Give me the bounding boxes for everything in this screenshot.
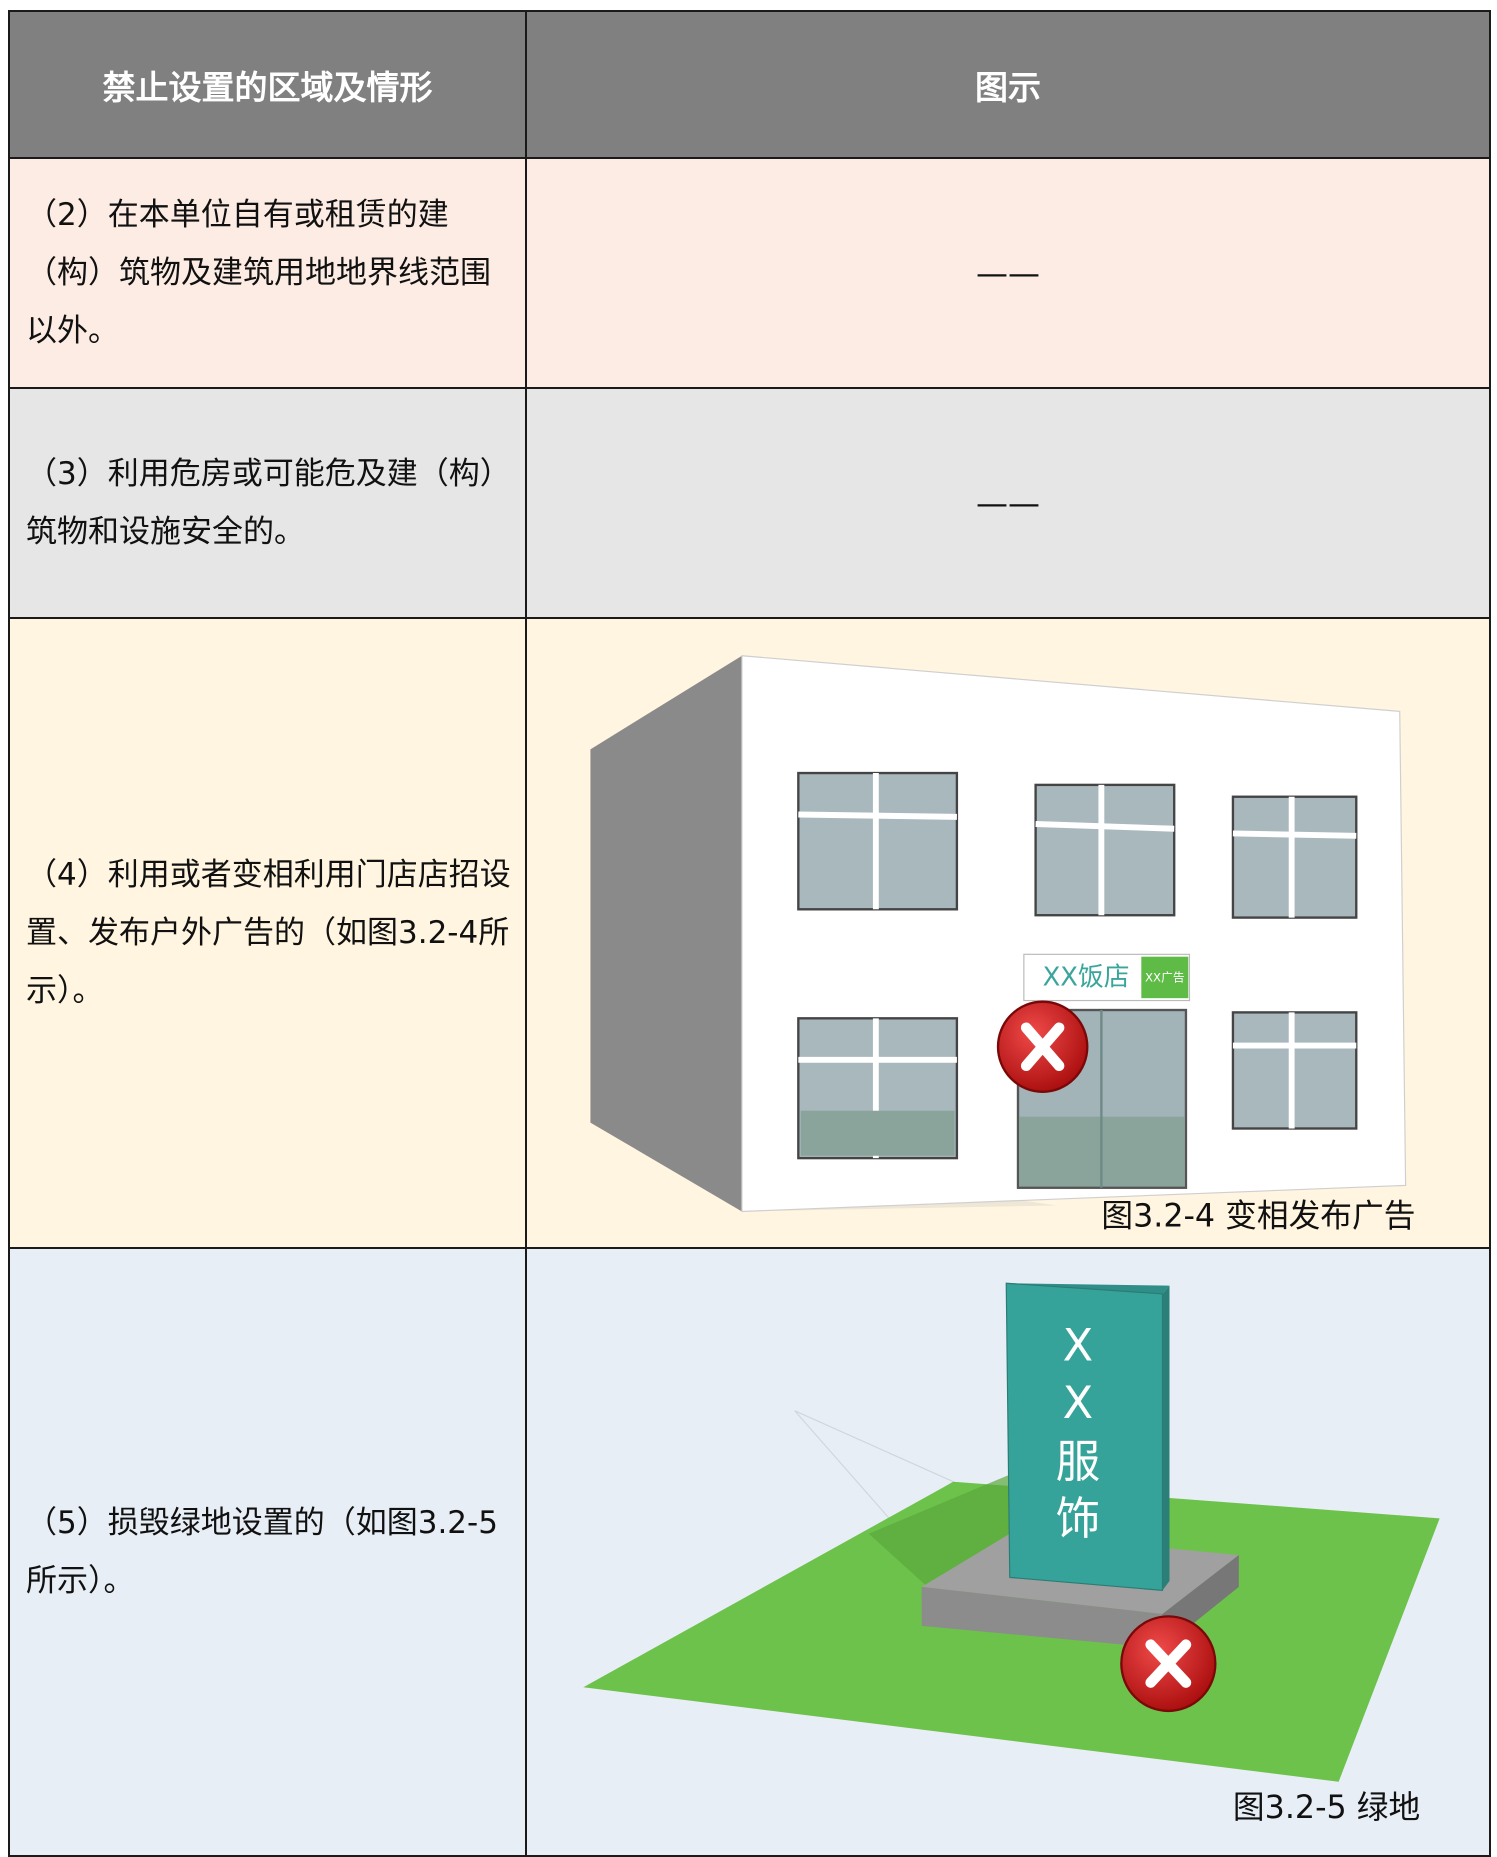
header-text: 禁止设置的区域及情形: [102, 67, 433, 107]
situation-text: （3）利用危房或可能危及建（构）筑物和设施安全的。: [26, 456, 511, 550]
figure-caption: 图3.2-4 变相发布广告: [1101, 1196, 1415, 1234]
illustration-cell: ——: [525, 157, 1491, 389]
building-figure: XX饭店 XX广告 图3.2-4 变相发布广告: [590, 655, 1415, 1234]
dash: ——: [976, 254, 1040, 292]
situation-cell: （2）在本单位自有或租赁的建（构）筑物及建筑用地地界线范围以外。: [8, 157, 527, 389]
greenland-figure: X X 服 饰 图3.2-5 绿地: [583, 1282, 1440, 1826]
situation-cell: （5）损毁绿地设置的（如图3.2-5所示）。: [8, 1247, 527, 1857]
illustration-cell: X X 服 饰 图3.2-5 绿地: [525, 1247, 1491, 1857]
sign-char: 饰: [1056, 1492, 1101, 1545]
illustration-cell: XX饭店 XX广告 图3.2-4 变相发布广告: [525, 617, 1491, 1249]
situation-text: （4）利用或者变相利用门店店招设置、发布户外广告的（如图3.2-4所示）。: [26, 857, 511, 1009]
illustration-cell: ——: [525, 387, 1491, 619]
dash: ——: [976, 484, 1040, 522]
figure-caption: 图3.2-5 绿地: [1233, 1789, 1420, 1826]
shop-sign: XX饭店: [1043, 962, 1130, 992]
sign-char: X: [1063, 1376, 1094, 1429]
situation-cell: （4）利用或者变相利用门店店招设置、发布户外广告的（如图3.2-4所示）。: [8, 617, 527, 1249]
situation-cell: （3）利用危房或可能危及建（构）筑物和设施安全的。: [8, 387, 527, 619]
situation-text: （2）在本单位自有或租赁的建（构）筑物及建筑用地地界线范围以外。: [26, 197, 491, 349]
header-cell: 图示: [525, 10, 1491, 159]
sign-char: 服: [1056, 1435, 1101, 1488]
header-text: 图示: [975, 67, 1041, 107]
header-cell: 禁止设置的区域及情形: [8, 10, 527, 159]
sign-char: X: [1063, 1318, 1094, 1371]
ad-sign: XX广告: [1145, 970, 1185, 984]
situation-text: （5）损毁绿地设置的（如图3.2-5所示）。: [26, 1505, 498, 1599]
